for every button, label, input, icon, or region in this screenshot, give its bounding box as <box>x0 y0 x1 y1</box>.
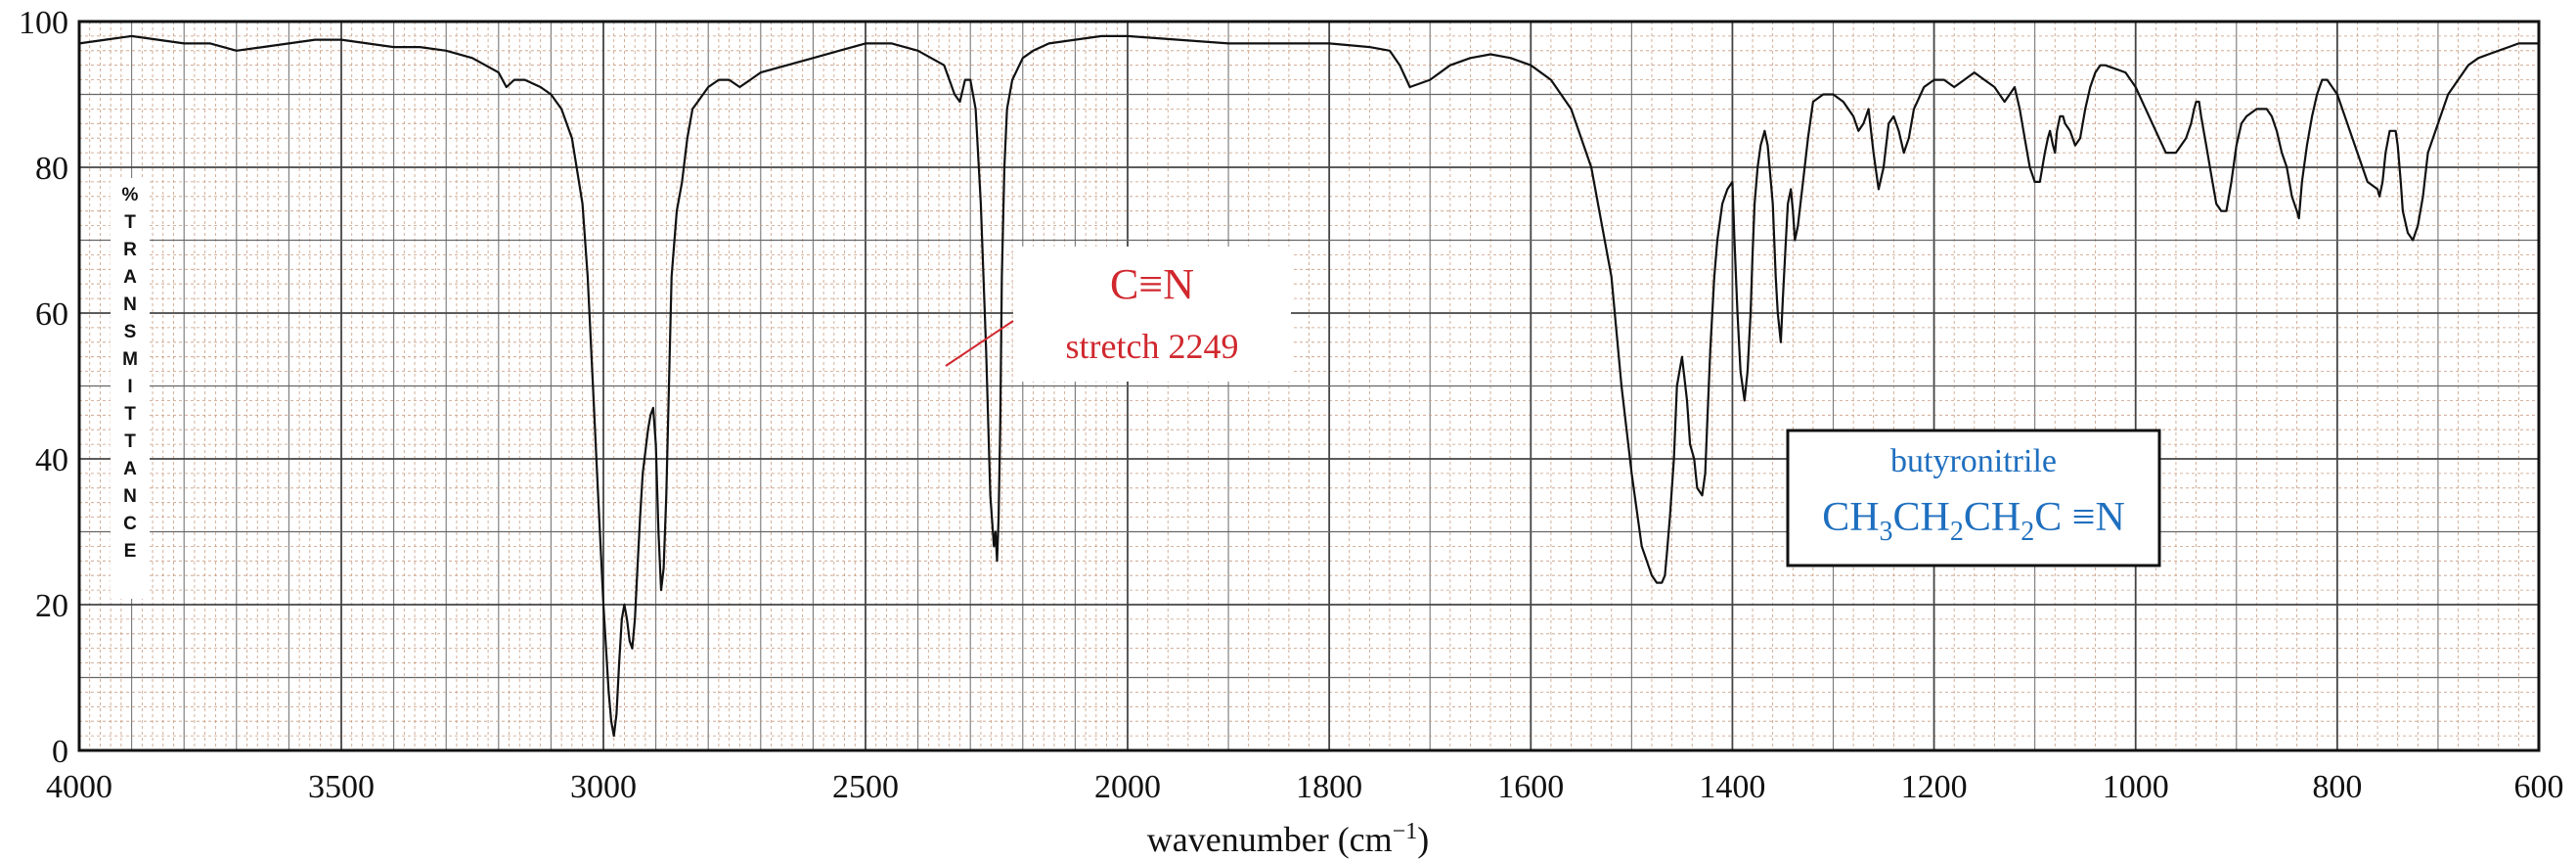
y-axis-label-letter: S <box>124 322 137 342</box>
y-axis-label-letter: M <box>122 349 138 370</box>
x-tick-labels: 4000 3500 3000 2500 2000 1800 1600 1400 1200 1000… <box>46 769 2564 805</box>
x-tick-label: 3000 <box>570 769 637 805</box>
x-tick-label: 1400 <box>1699 769 1765 805</box>
y-tick-label: 100 <box>19 5 68 41</box>
compound-formula: CH3CH2CH2C ≡N <box>1822 495 2125 547</box>
y-axis-label-letter: R <box>123 240 137 260</box>
x-axis-title: wavenumber (cm−1) <box>1147 819 1429 859</box>
y-tick-label: 0 <box>52 734 68 770</box>
cn-stretch-label: stretch 2249 <box>1066 327 1239 366</box>
ylabel-box <box>111 178 150 599</box>
y-tick-label: 40 <box>35 442 68 478</box>
y-tick-label: 60 <box>35 296 68 333</box>
x-tick-label: 800 <box>2312 769 2362 805</box>
y-axis-label-letter: % <box>122 185 139 205</box>
y-tick-labels: 0 20 40 60 80 100 <box>19 5 68 770</box>
cn-annotation-box <box>1013 247 1291 382</box>
y-axis-label-letter: N <box>123 486 137 507</box>
x-tick-label: 2000 <box>1094 769 1161 805</box>
plot-frame <box>77 20 2541 752</box>
y-tick-label: 80 <box>35 151 68 187</box>
y-axis-label-letter: C <box>123 514 137 534</box>
cn-stretch-annotation: C≡N stretch 2249 <box>945 247 1291 382</box>
y-axis-label-letter: N <box>123 294 137 315</box>
y-tick-label: 20 <box>35 588 68 624</box>
x-tick-label: 4000 <box>46 769 112 805</box>
y-axis-label-letter: A <box>123 267 137 288</box>
y-axis-label-letter: A <box>123 459 137 479</box>
x-tick-label: 3500 <box>308 769 375 805</box>
x-tick-label: 600 <box>2514 769 2564 805</box>
x-tick-label: 1800 <box>1296 769 1362 805</box>
y-axis-label-letter: T <box>124 404 136 425</box>
y-axis-label-letter: T <box>124 431 136 452</box>
y-axis-label-letter: T <box>124 212 136 233</box>
y-axis-label-letter: I <box>127 377 132 397</box>
x-tick-label: 2500 <box>832 769 899 805</box>
compound-box <box>1786 429 2161 567</box>
cn-bond-label: C≡N <box>1110 260 1194 308</box>
compound-name: butyronitrile <box>1890 443 2057 479</box>
x-tick-label: 1600 <box>1497 769 1564 805</box>
x-tick-label: 1000 <box>2103 769 2169 805</box>
y-axis-label-letter: E <box>124 541 137 562</box>
spectrum-trace <box>78 34 2539 738</box>
cn-leader-line <box>945 320 1014 367</box>
compound-annotation: butyronitrile CH3CH2CH2C ≡N <box>1786 429 2161 567</box>
x-tick-label: 1200 <box>1901 769 1968 805</box>
